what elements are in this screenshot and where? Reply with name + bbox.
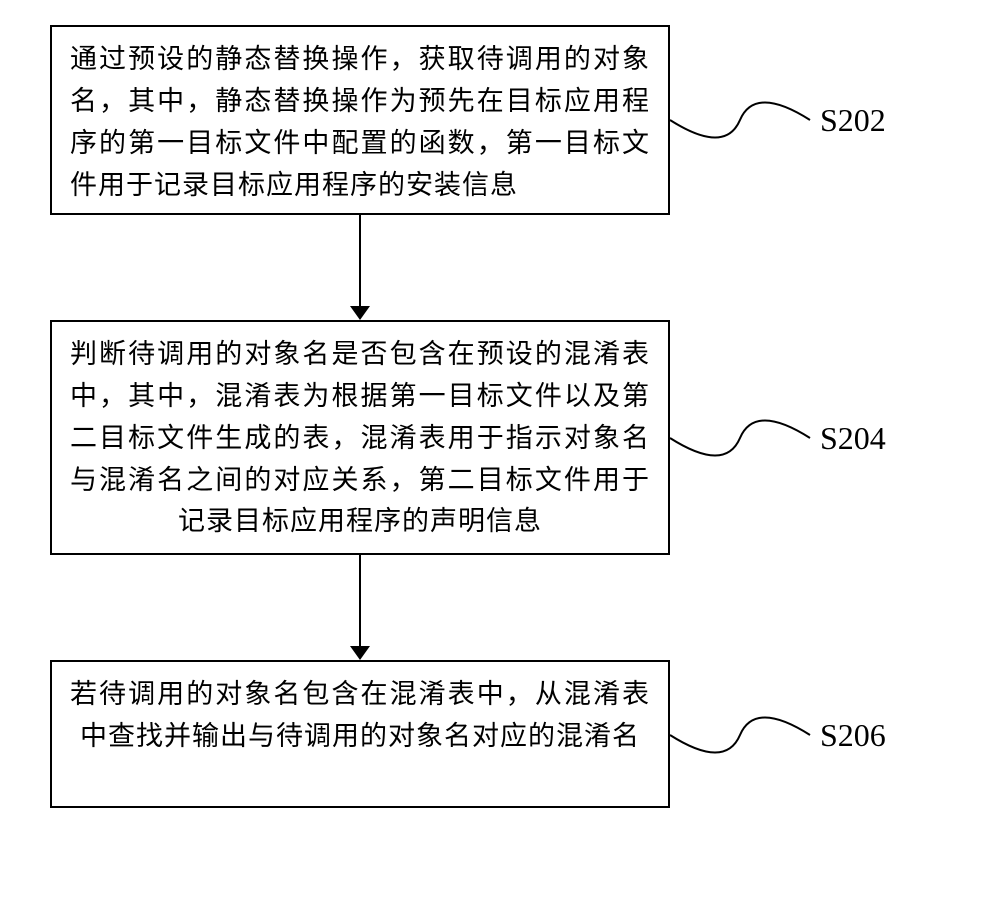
flowchart-container: 通过预设的静态替换操作，获取待调用的对象名，其中，静态替换操作为预先在目标应用程… — [0, 0, 1000, 900]
step-label-3: S206 — [820, 717, 886, 754]
step-label-2: S204 — [820, 420, 886, 457]
flow-step-3-text: 若待调用的对象名包含在混淆表中，从混淆表中查找并输出与待调用的对象名对应的混淆名 — [70, 674, 650, 758]
flow-step-1: 通过预设的静态替换操作，获取待调用的对象名，其中，静态替换操作为预先在目标应用程… — [50, 25, 670, 215]
step-label-1: S202 — [820, 102, 886, 139]
connector-3 — [670, 700, 810, 785]
flow-step-2-text: 判断待调用的对象名是否包含在预设的混淆表中，其中，混淆表为根据第一目标文件以及第… — [70, 334, 650, 543]
connector-1 — [670, 85, 810, 170]
arrow-1-line — [359, 215, 361, 308]
flow-step-1-text: 通过预设的静态替换操作，获取待调用的对象名，其中，静态替换操作为预先在目标应用程… — [70, 39, 650, 206]
arrow-2-line — [359, 555, 361, 648]
arrow-1-head — [350, 306, 370, 320]
arrow-2-head — [350, 646, 370, 660]
flow-step-2: 判断待调用的对象名是否包含在预设的混淆表中，其中，混淆表为根据第一目标文件以及第… — [50, 320, 670, 555]
connector-2 — [670, 403, 810, 488]
flow-step-3: 若待调用的对象名包含在混淆表中，从混淆表中查找并输出与待调用的对象名对应的混淆名 — [50, 660, 670, 808]
